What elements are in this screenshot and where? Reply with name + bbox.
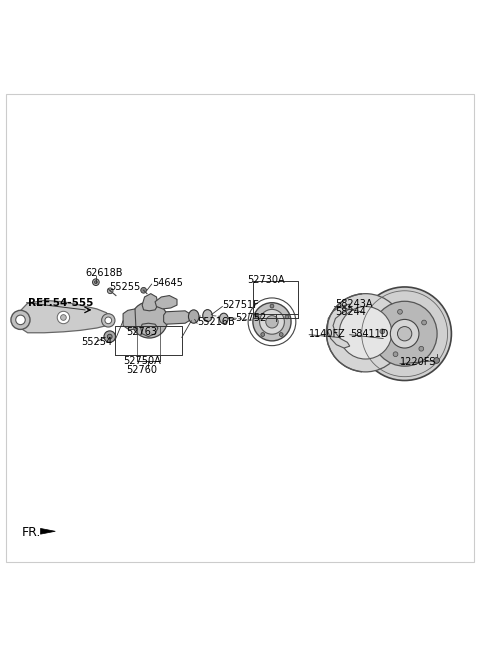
Text: 55254: 55254 xyxy=(82,337,113,347)
Ellipse shape xyxy=(189,310,199,323)
Circle shape xyxy=(326,294,405,372)
Circle shape xyxy=(102,314,115,327)
Circle shape xyxy=(16,315,25,325)
Polygon shape xyxy=(164,311,192,324)
Text: 52751F: 52751F xyxy=(222,300,259,310)
Circle shape xyxy=(339,306,392,359)
Circle shape xyxy=(253,302,291,341)
Circle shape xyxy=(108,334,112,339)
Circle shape xyxy=(95,281,97,283)
Circle shape xyxy=(397,327,412,341)
Circle shape xyxy=(270,304,274,308)
Text: 54645: 54645 xyxy=(152,277,182,288)
Circle shape xyxy=(397,310,402,314)
Text: 52730A: 52730A xyxy=(247,276,285,285)
Circle shape xyxy=(279,333,283,337)
Circle shape xyxy=(11,310,30,329)
Circle shape xyxy=(260,310,284,334)
Circle shape xyxy=(434,358,440,363)
Circle shape xyxy=(104,331,116,342)
Text: 1220FS: 1220FS xyxy=(400,358,436,367)
Circle shape xyxy=(266,316,278,328)
Circle shape xyxy=(108,288,113,294)
Text: 52750A: 52750A xyxy=(123,356,161,367)
Polygon shape xyxy=(155,296,177,309)
Circle shape xyxy=(141,287,146,293)
Circle shape xyxy=(131,302,168,338)
Polygon shape xyxy=(17,300,110,333)
Circle shape xyxy=(60,315,66,320)
Polygon shape xyxy=(123,309,136,330)
Ellipse shape xyxy=(203,310,212,321)
Circle shape xyxy=(393,352,398,357)
Text: 55255: 55255 xyxy=(109,283,140,293)
Polygon shape xyxy=(141,323,158,337)
Circle shape xyxy=(358,287,451,380)
Circle shape xyxy=(419,346,424,351)
Text: FR.: FR. xyxy=(22,525,41,539)
Text: 1140FZ: 1140FZ xyxy=(309,329,346,338)
Polygon shape xyxy=(142,294,158,311)
Text: REF.54-555: REF.54-555 xyxy=(28,298,93,308)
Polygon shape xyxy=(40,529,55,534)
Ellipse shape xyxy=(219,313,228,323)
Polygon shape xyxy=(327,304,350,348)
Circle shape xyxy=(57,312,70,323)
Circle shape xyxy=(255,315,259,319)
Text: 62618B: 62618B xyxy=(85,268,122,278)
Text: 58411D: 58411D xyxy=(350,329,388,338)
Text: 58244: 58244 xyxy=(336,307,366,318)
Text: 58243A: 58243A xyxy=(336,299,373,309)
Circle shape xyxy=(93,279,99,285)
Text: 52752: 52752 xyxy=(235,314,266,323)
Circle shape xyxy=(105,317,112,323)
Circle shape xyxy=(372,301,437,366)
Circle shape xyxy=(422,320,426,325)
Text: 55216B: 55216B xyxy=(197,317,235,327)
Text: 52763: 52763 xyxy=(127,327,157,337)
Circle shape xyxy=(261,333,264,337)
Text: 52760: 52760 xyxy=(127,365,157,375)
Circle shape xyxy=(285,315,289,319)
Circle shape xyxy=(390,319,419,348)
Circle shape xyxy=(380,329,385,334)
